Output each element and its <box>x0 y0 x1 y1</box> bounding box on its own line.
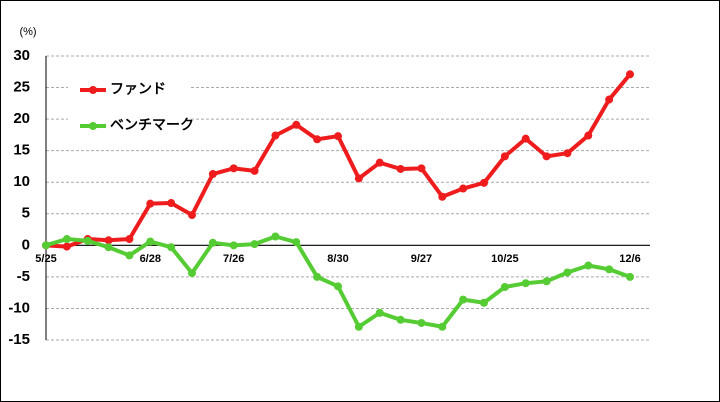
series-marker <box>125 235 134 244</box>
y-tick-label: -5 <box>17 268 30 285</box>
y-tick-label: 30 <box>13 47 30 64</box>
series-marker <box>250 166 259 175</box>
series-marker <box>313 135 322 144</box>
x-tick-label: 12/6 <box>619 253 640 265</box>
series-marker <box>417 318 426 327</box>
series-marker <box>292 120 301 129</box>
series-marker <box>584 261 593 270</box>
series-marker <box>605 265 614 274</box>
series-marker <box>313 272 322 281</box>
series-marker <box>375 308 384 317</box>
series-marker <box>229 241 238 250</box>
series-marker <box>188 211 196 220</box>
series-marker <box>167 243 176 252</box>
series-marker <box>480 178 488 187</box>
series-marker <box>354 174 363 183</box>
series-marker <box>438 322 447 331</box>
series-marker <box>334 132 342 141</box>
series-marker <box>146 199 155 208</box>
x-tick-label: 6/28 <box>140 253 161 265</box>
series-marker <box>271 232 280 241</box>
series-marker <box>271 131 280 140</box>
series-marker <box>375 158 384 167</box>
series-marker <box>459 295 468 304</box>
series-marker <box>605 95 614 104</box>
series-marker <box>626 272 634 281</box>
y-unit-label: (%) <box>19 26 36 38</box>
series-marker <box>584 131 593 140</box>
x-tick-label: 5/25 <box>35 253 56 265</box>
x-tick-label: 7/26 <box>223 253 244 265</box>
series-marker <box>396 315 405 324</box>
x-tick-label: 10/25 <box>491 253 519 265</box>
series-marker <box>542 277 551 286</box>
y-tick-label: 15 <box>13 142 30 159</box>
legend-label: ファンド <box>110 81 166 97</box>
series-marker <box>104 236 113 245</box>
legend-label: ベンチマーク <box>110 117 194 133</box>
series-marker <box>500 152 509 161</box>
series-marker <box>438 192 447 201</box>
series-marker <box>83 236 92 245</box>
series-marker <box>396 164 405 173</box>
y-tick-label: 5 <box>22 205 30 222</box>
series-marker <box>250 240 259 249</box>
y-tick-label: 10 <box>13 173 30 190</box>
y-tick-label: -15 <box>8 331 30 348</box>
series-marker <box>167 199 176 208</box>
series-marker <box>208 238 217 247</box>
x-tick-label: 9/27 <box>411 253 432 265</box>
y-tick-label: 25 <box>13 79 30 96</box>
y-tick-label: 0 <box>22 236 30 253</box>
series-marker <box>42 241 50 250</box>
series-marker <box>354 322 363 331</box>
series-marker <box>563 149 572 158</box>
series-marker <box>229 164 238 173</box>
x-tick-label: 8/30 <box>327 253 348 265</box>
series-marker <box>563 268 572 277</box>
series-marker <box>208 170 217 179</box>
series-marker <box>417 164 426 173</box>
legend-marker <box>89 86 97 94</box>
series-marker <box>104 243 113 252</box>
series-marker <box>188 269 196 278</box>
series-marker <box>542 152 551 161</box>
series-marker <box>125 251 134 260</box>
series-marker <box>521 134 530 143</box>
y-tick-label: -10 <box>8 299 30 316</box>
series-marker <box>146 237 155 246</box>
series-marker <box>480 298 488 307</box>
series-marker <box>62 242 71 251</box>
series-marker <box>62 235 71 244</box>
series-marker <box>500 282 509 291</box>
series-marker <box>521 279 530 288</box>
legend-box <box>68 70 190 140</box>
series-marker <box>292 238 301 247</box>
legend-marker <box>89 122 97 130</box>
y-tick-label: 20 <box>13 110 30 127</box>
series-marker <box>459 184 468 193</box>
series-marker <box>626 70 634 79</box>
series-marker <box>334 282 342 291</box>
